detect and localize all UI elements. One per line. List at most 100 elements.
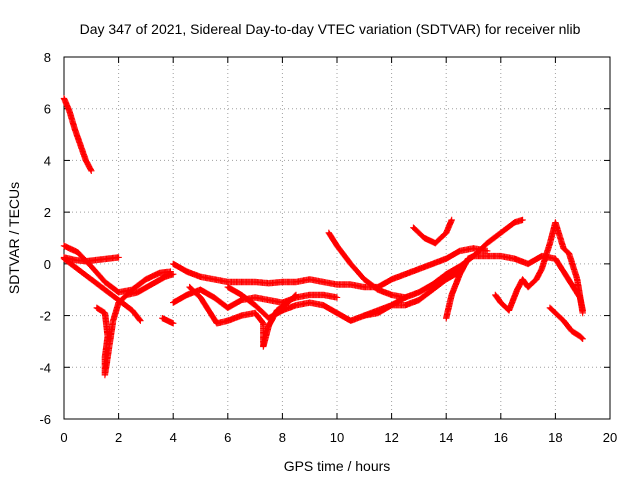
data-point bbox=[431, 288, 434, 291]
data-point bbox=[104, 281, 106, 283]
data-point bbox=[458, 273, 461, 276]
data-point bbox=[445, 278, 448, 281]
data-point bbox=[499, 301, 502, 304]
data-point bbox=[267, 325, 270, 327]
data-point bbox=[467, 257, 469, 260]
data-point bbox=[521, 219, 524, 221]
data-point bbox=[445, 257, 448, 260]
data-point bbox=[336, 296, 338, 299]
series-track-m bbox=[410, 216, 455, 247]
data-point bbox=[562, 319, 565, 322]
y-tick-label: -2 bbox=[39, 309, 51, 324]
data-point bbox=[562, 247, 565, 250]
data-point bbox=[445, 317, 448, 320]
data-point bbox=[125, 294, 128, 296]
data-point bbox=[172, 322, 175, 325]
x-tick-label: 2 bbox=[115, 430, 122, 445]
data-point bbox=[216, 322, 218, 325]
data-point bbox=[390, 294, 393, 296]
plus-markers bbox=[443, 252, 586, 322]
data-point bbox=[450, 294, 453, 296]
data-point bbox=[431, 263, 434, 265]
data-point bbox=[570, 330, 573, 332]
data-point bbox=[281, 309, 284, 312]
data-point bbox=[172, 301, 175, 304]
data-point bbox=[527, 263, 529, 265]
data-point bbox=[472, 247, 475, 250]
series-track-o bbox=[492, 219, 586, 317]
x-tick-label: 12 bbox=[384, 430, 398, 445]
data-point bbox=[322, 294, 325, 296]
data-point bbox=[499, 231, 502, 234]
x-tick-label: 10 bbox=[330, 430, 344, 445]
plus-markers bbox=[224, 216, 526, 324]
data-point bbox=[90, 265, 93, 268]
data-point bbox=[172, 273, 175, 276]
data-point bbox=[131, 309, 134, 312]
data-point bbox=[336, 312, 338, 314]
data-point bbox=[267, 282, 270, 285]
x-tick-label: 4 bbox=[170, 430, 177, 445]
chart-title: Day 347 of 2021, Sidereal Day-to-day VTE… bbox=[80, 21, 581, 37]
x-axis-label: GPS time / hours bbox=[284, 458, 391, 474]
data-point bbox=[576, 278, 579, 281]
data-point bbox=[172, 263, 175, 265]
data-point bbox=[79, 144, 82, 146]
data-point bbox=[458, 265, 461, 268]
data-point bbox=[95, 306, 98, 309]
series-track-l bbox=[361, 268, 463, 319]
y-tick-label: 8 bbox=[44, 50, 51, 65]
data-point bbox=[295, 281, 297, 283]
data-point bbox=[554, 221, 557, 224]
data-point bbox=[161, 317, 164, 320]
data-point bbox=[90, 169, 93, 172]
y-axis-label: SDTVAR / TECUs bbox=[6, 182, 22, 294]
data-point bbox=[166, 319, 169, 322]
data-point bbox=[254, 312, 256, 314]
y-tick-label: -6 bbox=[39, 412, 51, 427]
data-point bbox=[95, 259, 98, 261]
data-point bbox=[363, 278, 366, 281]
data-point bbox=[499, 255, 502, 257]
data-point bbox=[76, 251, 79, 254]
data-point bbox=[349, 263, 352, 265]
data-point bbox=[404, 304, 407, 307]
data-point bbox=[145, 278, 147, 281]
data-point bbox=[117, 301, 120, 304]
y-tick-label: 2 bbox=[44, 205, 51, 220]
data-point bbox=[136, 291, 139, 294]
data-point bbox=[508, 309, 510, 312]
data-point bbox=[267, 299, 270, 301]
data-point bbox=[404, 296, 407, 299]
data-point bbox=[445, 231, 448, 234]
data-point bbox=[568, 252, 570, 255]
series-track-p bbox=[546, 304, 586, 342]
data-point bbox=[336, 283, 338, 286]
data-point bbox=[295, 304, 297, 307]
data-point bbox=[486, 250, 489, 252]
data-point bbox=[412, 226, 415, 229]
data-point bbox=[458, 250, 461, 252]
data-point bbox=[240, 299, 243, 301]
data-point bbox=[104, 288, 106, 291]
x-tick-label: 8 bbox=[279, 430, 286, 445]
y-tick-label: 4 bbox=[44, 153, 51, 168]
series-track-j bbox=[224, 216, 526, 324]
data-point bbox=[287, 301, 289, 304]
x-tick-label: 16 bbox=[494, 430, 508, 445]
data-point bbox=[363, 314, 366, 317]
data-point bbox=[150, 283, 153, 286]
data-point bbox=[226, 319, 229, 322]
data-point bbox=[363, 286, 366, 288]
data-point bbox=[199, 296, 202, 299]
data-point bbox=[322, 281, 325, 283]
data-point bbox=[527, 286, 529, 288]
data-point bbox=[579, 335, 581, 338]
data-point bbox=[76, 268, 79, 270]
data-point bbox=[240, 281, 243, 283]
data-point bbox=[450, 219, 453, 221]
data-point bbox=[423, 237, 426, 239]
data-point bbox=[554, 257, 557, 260]
data-point bbox=[494, 294, 497, 296]
